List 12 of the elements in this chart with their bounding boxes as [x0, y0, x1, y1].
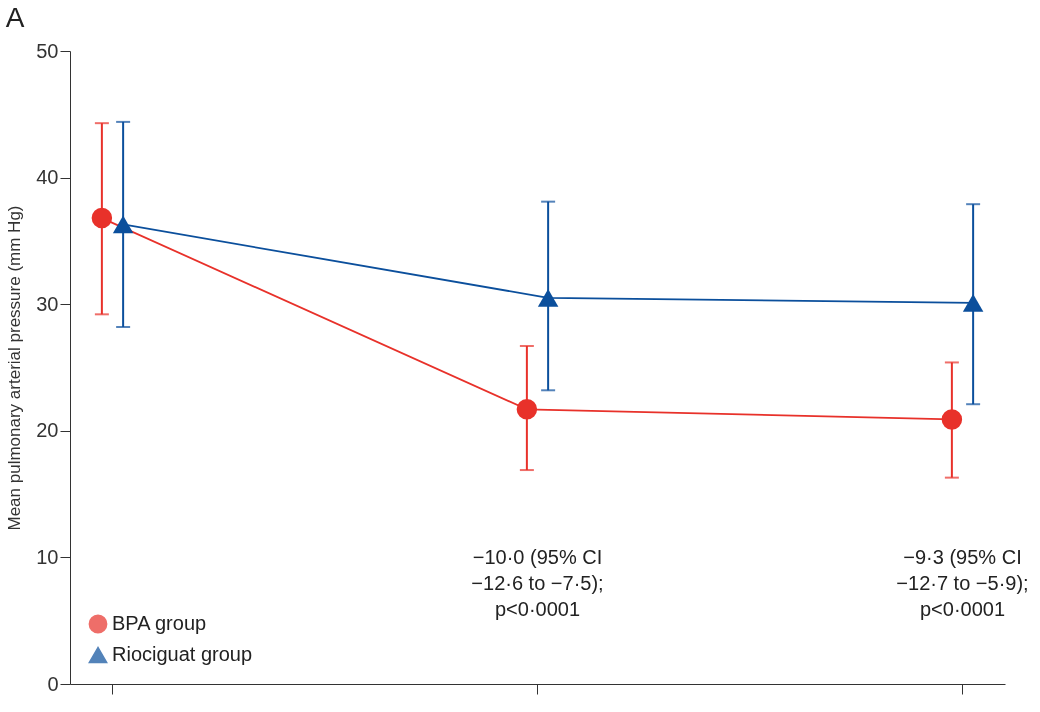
y-tick-label: 20: [36, 419, 59, 442]
y-axis-title: Mean pulmonary arterial pressure (mm Hg): [5, 205, 25, 531]
legend-label: Riociguat group: [112, 643, 253, 665]
y-tick-label: 30: [36, 292, 59, 315]
y-tick-label: 0: [47, 672, 59, 695]
y-tick-label: 40: [36, 166, 59, 189]
legend-label: BPA group: [112, 612, 207, 634]
chart-title: A: [5, 2, 25, 33]
y-tick-label: 10: [36, 545, 59, 568]
annotation: −9·3 (95% CI −12·7 to −5·9); p<0·0001: [896, 546, 1029, 620]
annotation: −10·0 (95% CI −12·6 to −7·5); p<0·0001: [471, 546, 604, 620]
y-tick-label: 50: [36, 39, 59, 62]
